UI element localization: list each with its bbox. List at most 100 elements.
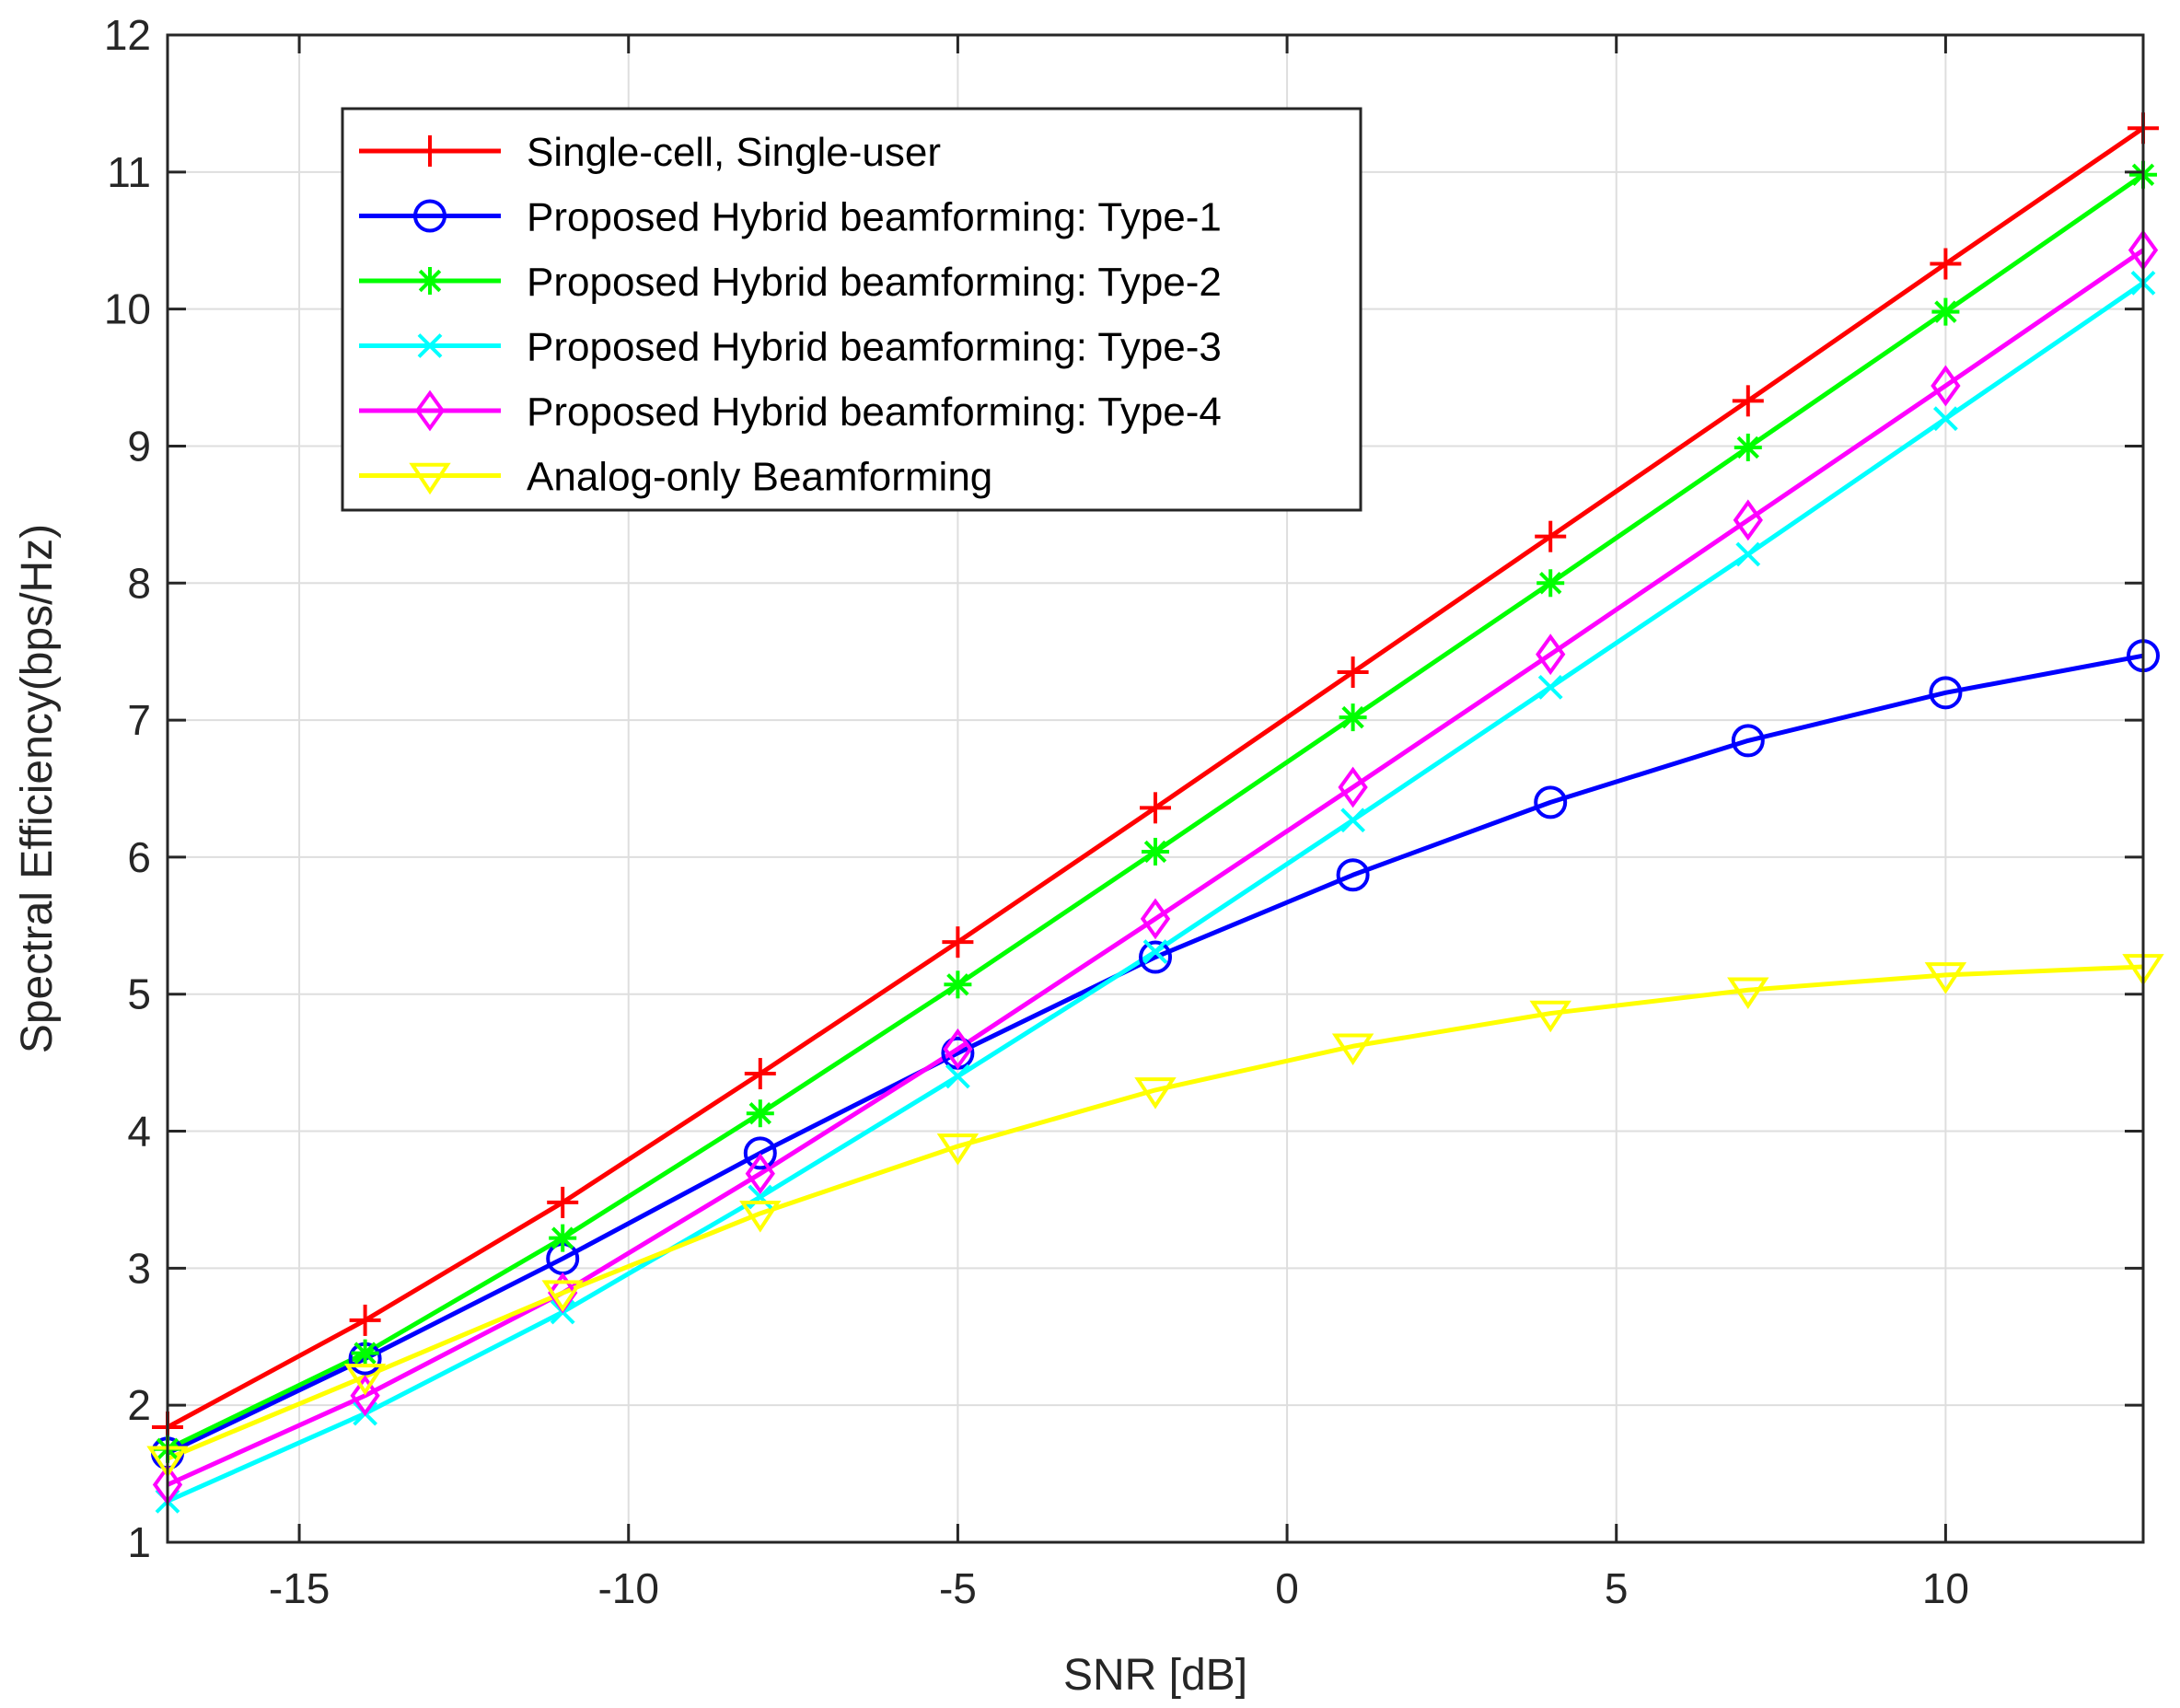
marker-stroke [417,333,443,358]
marker-triangle [409,462,451,495]
data-point [1338,766,1368,808]
legend-entry: Proposed Hybrid beamforming: Type-1 [359,195,1222,240]
marker-stroke [551,1226,574,1249]
x-tick-label: 0 [1275,1564,1299,1612]
marker-diamond [1733,499,1763,541]
legend-entry: Analog-only Beamforming [359,455,992,500]
legend-box [341,107,1362,512]
series-markers [146,112,2164,1514]
y-tick-label: 6 [127,833,151,881]
data-point [1735,541,1761,567]
marker-stroke [1340,808,1366,833]
legend-label: Proposed Hybrid beamforming: Type-1 [527,195,1222,240]
marker-stroke [946,973,969,996]
legend-entry: Proposed Hybrid beamforming: Type-2 [359,260,1222,305]
series-line-5 [166,248,2145,1487]
marker-stroke [1934,300,1957,323]
legend: Single-cell, Single-user Proposed Hybrid … [341,107,1362,512]
data-point [1932,406,1958,432]
data-point [1536,569,1565,598]
legend-label: Analog-only Beamforming [527,455,992,500]
series-line-6 [167,964,2144,1461]
data-point [1535,520,1567,552]
data-point [743,1136,777,1170]
data-point [351,1339,379,1367]
data-point [1340,808,1366,833]
y-tick-label: 7 [127,696,151,744]
data-point [1339,703,1367,732]
data-point [1134,1077,1177,1110]
data-point [744,1058,776,1090]
series-line-2 [166,653,2144,1456]
marker-stroke [1538,572,1562,595]
x-tick-label: 10 [1922,1564,1969,1612]
legend-label: Proposed Hybrid beamforming: Type-4 [527,389,1222,435]
marker-stroke [1735,541,1761,567]
data-point [1534,785,1568,819]
marker-stroke [418,269,442,293]
marker-diamond [1338,766,1368,808]
marker-stroke [945,1063,970,1089]
data-point [936,1133,980,1166]
marker-diamond [1140,898,1171,940]
marker-stroke [1142,939,1168,965]
marker-circle [743,1136,777,1170]
x-tick-label: -10 [597,1564,658,1612]
data-point [1727,977,1769,1010]
marker-triangle [1529,1000,1571,1033]
data-point [1931,297,1960,326]
data-point [1731,724,1765,758]
data-point [944,970,972,999]
legend-label: Proposed Hybrid beamforming: Type-3 [527,325,1222,370]
marker-diamond [1931,365,1961,407]
legend-marker [416,267,444,295]
y-tick-label: 12 [104,11,151,59]
data-point [1529,1000,1571,1033]
marker-diamond [350,1375,380,1417]
marker-circle [1731,724,1765,758]
marker-triangle [1331,1033,1374,1066]
data-point [349,1304,381,1336]
marker-triangle [1924,962,1967,994]
data-point [350,1375,380,1417]
data-point [1536,633,1566,676]
data-point [343,1364,387,1396]
marker-stroke [748,1101,772,1125]
y-axis-label: Spectral Efficiency(bps/Hz) [13,524,62,1053]
marker-stroke [1341,705,1364,729]
y-tick-label: 4 [127,1108,151,1156]
marker-triangle [936,1133,980,1166]
marker-triangle [1134,1077,1177,1110]
marker-stroke [354,1342,377,1365]
y-tick-label: 2 [127,1381,151,1429]
marker-stroke [1932,406,1958,432]
x-tick-label: -5 [939,1564,977,1612]
data-point [942,926,974,959]
legend-entry: Single-cell, Single-user [359,130,941,175]
legend-entry: Proposed Hybrid beamforming: Type-4 [359,389,1222,435]
data-point [1331,1033,1374,1066]
data-point [745,1153,775,1195]
data-point [1931,365,1961,407]
data-point [739,1201,782,1233]
legend-marker [417,333,443,358]
marker-stroke [1537,674,1563,700]
marker-diamond [943,1028,973,1070]
marker-stroke [1143,840,1167,864]
y-tick-label: 9 [127,422,151,470]
data-point [1139,940,1172,974]
x-tick-label: -15 [269,1564,330,1612]
x-tick-label: 5 [1605,1564,1629,1612]
marker-circle [1336,858,1370,892]
marker-triangle [343,1364,387,1396]
legend-marker [414,389,446,432]
marker-circle [1139,940,1172,974]
marker-triangle [739,1201,782,1233]
legend-label: Proposed Hybrid beamforming: Type-2 [527,260,1222,305]
marker-circle [1534,785,1568,819]
y-tick-label: 11 [107,148,151,196]
data-point [1733,499,1763,541]
data-point [1924,962,1967,994]
legend-label: Single-cell, Single-user [527,130,941,175]
